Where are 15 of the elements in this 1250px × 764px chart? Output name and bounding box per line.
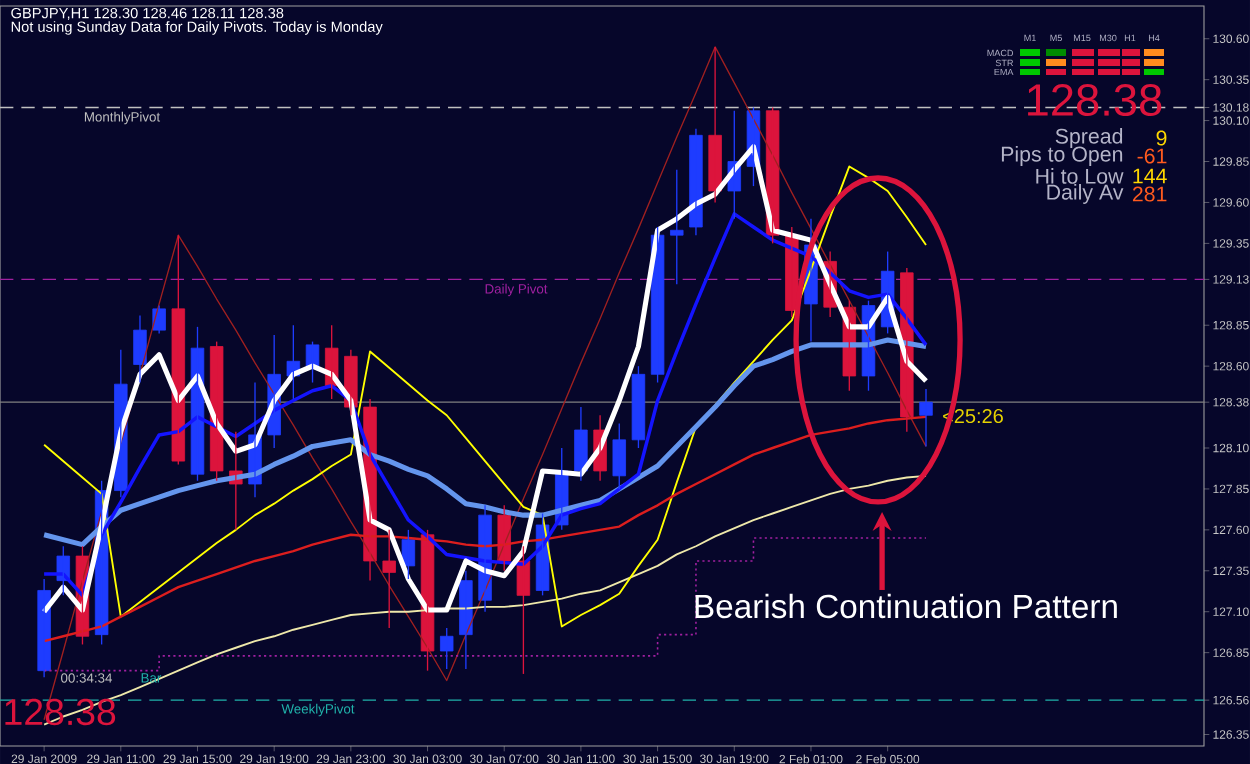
text: 9 <box>1156 130 1167 146</box>
annotation: Bearish Continuation Pattern <box>695 593 1117 619</box>
text: 144 <box>1133 168 1167 184</box>
candlestick <box>670 169 684 285</box>
candlestick <box>612 422 626 490</box>
text: 281 <box>1132 186 1167 202</box>
text: Spread <box>1055 128 1123 148</box>
candlestick <box>631 365 646 449</box>
candlestick <box>919 388 933 448</box>
text: Pips to Open <box>1001 146 1123 166</box>
text: -61 <box>1137 148 1167 164</box>
candlestick <box>439 627 454 670</box>
candlestick <box>382 529 396 629</box>
text: Daily Av <box>1047 184 1124 204</box>
text: Hi to Low <box>1036 168 1124 184</box>
